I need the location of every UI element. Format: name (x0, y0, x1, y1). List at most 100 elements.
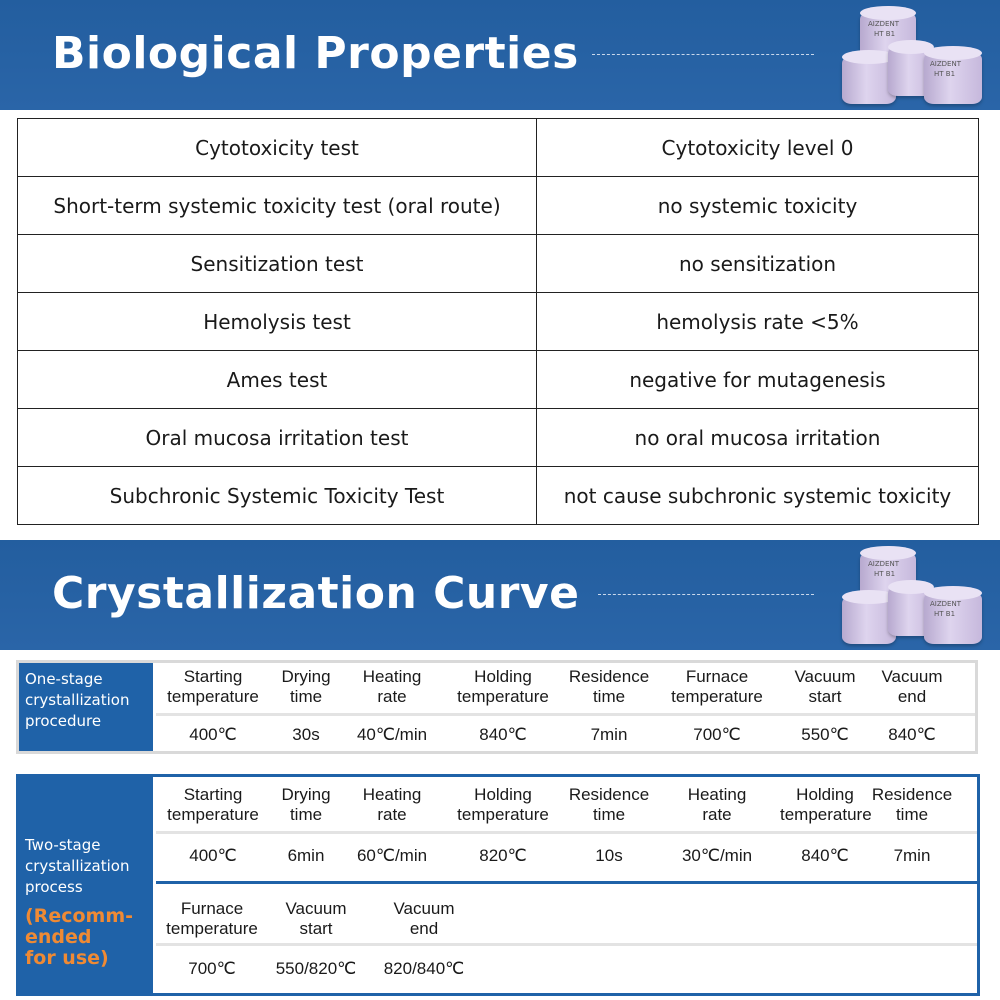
label-line: process (25, 878, 83, 896)
header-line: Heating (687, 785, 747, 804)
header-line: Furnace (685, 667, 749, 686)
header-line: time (289, 805, 323, 824)
column-header: Starting temperature (156, 667, 270, 713)
header-line: Heating (362, 667, 422, 686)
value-cell: 400℃ (189, 725, 237, 744)
value-cell: 7min (590, 725, 628, 744)
two-stage-process-table: Two-stage crystallization process (Recom… (16, 774, 980, 996)
header-line: Holding (474, 667, 532, 686)
table-row: Ames test negative for mutagenesis (17, 350, 979, 409)
puck-brand-label: AIZDENT (868, 20, 899, 28)
column-header: Residence time (870, 785, 954, 831)
column-header: Starting temperature (156, 785, 270, 831)
header-line: rate (702, 805, 732, 824)
test-name: Subchronic Systemic Toxicity Test (17, 466, 537, 525)
label-line: crystallization (25, 691, 130, 709)
puck-shade-label-2: HT B1 (934, 70, 956, 78)
puck-brand-label-2: AIZDENT (930, 600, 961, 608)
value-cell: 10s (595, 846, 623, 865)
test-name: Cytotoxicity test (17, 118, 537, 177)
header-line: time (289, 687, 323, 706)
header-line: time (592, 805, 626, 824)
header-line: rate (377, 805, 407, 824)
row-divider (156, 943, 977, 946)
zirconia-puck-image: AIZDENT HT B1 AIZDENT HT B1 (838, 4, 988, 108)
header-line: Vacuum (285, 899, 347, 918)
header-line: temperature (457, 687, 549, 706)
label-line: One-stage (25, 670, 103, 688)
puck-shade-label-2: HT B1 (934, 610, 956, 618)
header-line: Vacuum (393, 899, 455, 918)
value-cell: 820℃ (479, 846, 527, 865)
header-line: Heating (362, 785, 422, 804)
header-line: Vacuum (881, 667, 943, 686)
header-line: start (808, 687, 842, 706)
header-line: end (409, 919, 439, 938)
biological-properties-banner: Biological Properties AIZDENT HT B1 AIZD… (0, 0, 1000, 110)
recommend-line: for use) (25, 947, 109, 969)
puck-shade-label: HT B1 (874, 570, 896, 578)
two-stage-header-row-2: Furnace temperature Vacuum start Vacuum end (156, 899, 977, 945)
zirconia-puck-image: AIZDENT HT B1 AIZDENT HT B1 (838, 544, 988, 648)
value-cell: 820/840℃ (383, 959, 465, 978)
test-result: hemolysis rate <5% (536, 292, 979, 351)
value-cell: 840℃ (479, 725, 527, 744)
table-row: Short-term systemic toxicity test (oral … (17, 176, 979, 235)
one-stage-value-row: 400℃ 30s 40℃/min 840℃ 7min 700℃ 550℃ 840℃ (156, 725, 975, 749)
banner-dashed-line (598, 594, 814, 595)
column-header: Holding temperature (780, 785, 872, 831)
one-stage-header-row: Starting temperature Drying time Heating rate… (156, 667, 975, 713)
table-row: Sensitization test no sensitization (17, 234, 979, 293)
header-line: Drying (281, 667, 331, 686)
test-name: Hemolysis test (17, 292, 537, 351)
column-header: Vacuum start (780, 667, 870, 713)
value-cell: 30℃/min (681, 846, 753, 865)
column-header: Vacuum start (268, 899, 364, 945)
value-cell: 60℃/min (356, 846, 428, 865)
column-header: Vacuum end (870, 667, 954, 713)
header-line: Starting (183, 785, 243, 804)
header-line: temperature (780, 805, 872, 824)
two-stage-value-row-2: 700℃ 550/820℃ 820/840℃ (156, 959, 977, 983)
two-stage-header-row-1: Starting temperature Drying time Heating rate… (156, 785, 977, 831)
header-line: temperature (166, 919, 258, 938)
puck-bottom-left (842, 590, 896, 644)
header-line: Starting (183, 667, 243, 686)
table-row: Oral mucosa irritation test no oral muco… (17, 408, 979, 467)
test-name: Ames test (17, 350, 537, 409)
label-line: Two-stage (25, 836, 101, 854)
test-result: Cytotoxicity level 0 (536, 118, 979, 177)
crystallization-curve-banner: Crystallization Curve AIZDENT HT B1 AIZD… (0, 540, 1000, 650)
header-line: temperature (167, 805, 259, 824)
test-result: no systemic toxicity (536, 176, 979, 235)
puck-brand-label-2: AIZDENT (930, 60, 961, 68)
puck-brand-label: AIZDENT (868, 560, 899, 568)
table-row: Cytotoxicity test Cytotoxicity level 0 (17, 118, 979, 177)
header-line: temperature (671, 687, 763, 706)
value-cell: 40℃/min (356, 725, 428, 744)
stage-divider (156, 881, 977, 884)
header-line: Vacuum (794, 667, 856, 686)
row-divider (156, 831, 977, 834)
header-line: start (299, 919, 333, 938)
value-cell: 550℃ (801, 725, 849, 744)
value-cell: 840℃ (801, 846, 849, 865)
value-cell: 700℃ (188, 959, 236, 978)
column-header: Furnace temperature (156, 899, 268, 945)
column-header: Holding temperature (442, 667, 564, 713)
value-cell: 400℃ (189, 846, 237, 865)
test-result: no oral mucosa irritation (536, 408, 979, 467)
value-cell: 6min (287, 846, 325, 865)
column-header: Drying time (270, 667, 342, 713)
column-header: Heating rate (342, 785, 442, 831)
one-stage-label: One-stage crystallization procedure (19, 663, 153, 751)
header-line: time (895, 805, 929, 824)
column-header: Residence time (564, 667, 654, 713)
value-cell: 550/820℃ (275, 959, 357, 978)
recommend-line: (Recomm- (25, 905, 133, 927)
test-name: Sensitization test (17, 234, 537, 293)
test-name: Short-term systemic toxicity test (oral … (17, 176, 537, 235)
two-stage-label: Two-stage crystallization process (Recom… (19, 777, 153, 993)
header-line: temperature (457, 805, 549, 824)
table-row: Hemolysis test hemolysis rate <5% (17, 292, 979, 351)
